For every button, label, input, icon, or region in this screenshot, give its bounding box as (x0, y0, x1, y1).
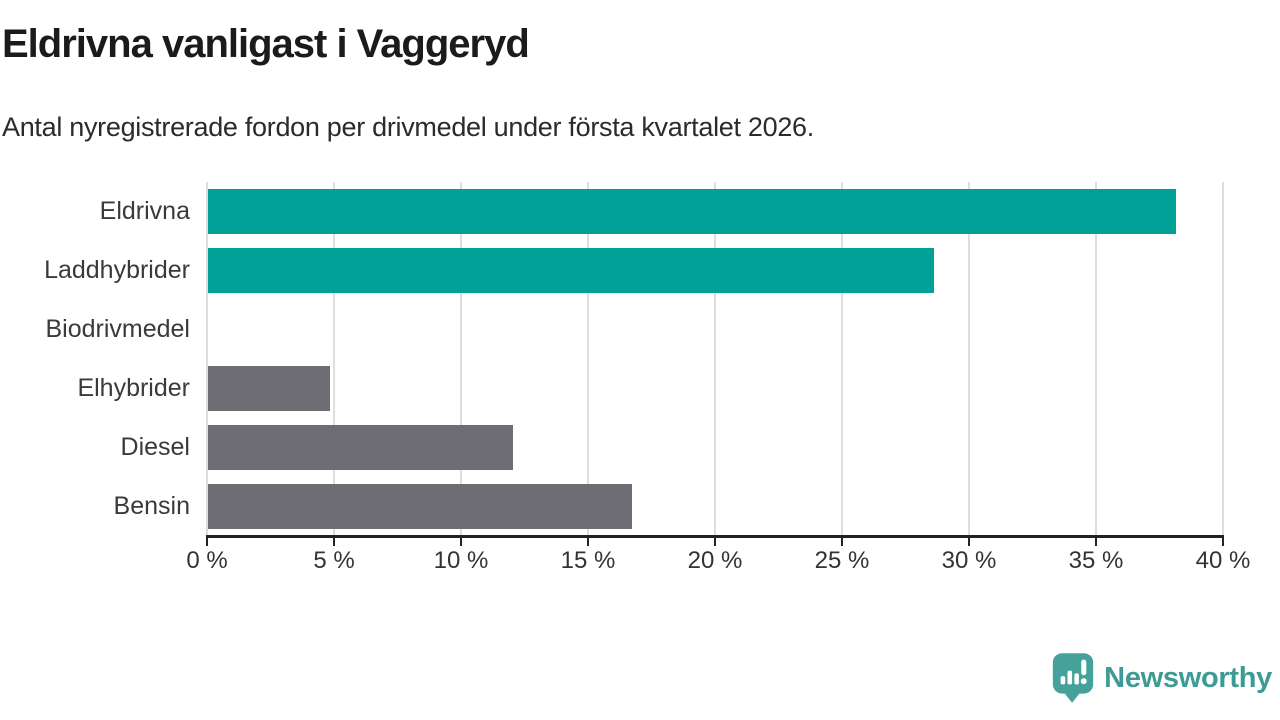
gridline-20 (714, 182, 716, 536)
x-axis-line (206, 535, 1224, 538)
x-axis-tick-label: 25 % (814, 547, 870, 574)
brand-name: Newsworthy (1104, 661, 1272, 694)
x-axis-tick-25 (841, 538, 843, 546)
bar-laddhybrider (208, 248, 935, 293)
bar-bensin (208, 484, 633, 529)
y-axis-label-elhybrider: Elhybrider (77, 374, 190, 402)
gridline-0 (206, 182, 208, 536)
x-axis-tick-10 (460, 538, 462, 546)
x-axis-tick-35 (1095, 538, 1097, 546)
x-axis-tick-label: 35 % (1068, 547, 1124, 574)
brand-footer: Newsworthy (1051, 648, 1272, 708)
chart-subtitle: Antal nyregistrerade fordon per drivmede… (2, 112, 814, 142)
x-axis-tick-label: 0 % (186, 547, 228, 574)
x-axis-tick-20 (714, 538, 716, 546)
gridline-30 (968, 182, 970, 536)
x-axis-tick-5 (333, 538, 335, 546)
y-axis-label-biodrivmedel: Biodrivmedel (45, 315, 190, 343)
gridline-25 (841, 182, 843, 536)
x-axis-tick-label: 5 % (313, 547, 355, 574)
x-axis-tick-label: 10 % (433, 547, 489, 574)
newsworthy-logo-icon (1053, 653, 1094, 703)
bar-elhybrider (208, 366, 330, 411)
gridline-15 (587, 182, 589, 536)
x-axis-tick-label: 20 % (687, 547, 743, 574)
gridline-10 (460, 182, 462, 536)
x-axis-tick-30 (968, 538, 970, 546)
x-axis-tick-15 (587, 538, 589, 546)
plot-area (206, 182, 1224, 536)
y-axis-label-diesel: Diesel (120, 433, 190, 461)
x-axis-tick-label: 15 % (560, 547, 616, 574)
gridline-35 (1095, 182, 1097, 536)
x-axis-tick-40 (1222, 538, 1224, 546)
x-axis-tick-label: 30 % (941, 547, 997, 574)
x-axis-tick-label: 40 % (1195, 547, 1251, 574)
chart-title: Eldrivna vanligast i Vaggeryd (2, 22, 530, 66)
x-axis-tick-0 (206, 538, 208, 546)
y-axis-label-bensin: Bensin (113, 492, 190, 520)
gridline-5 (333, 182, 335, 536)
gridline-40 (1222, 182, 1224, 536)
bar-diesel (208, 425, 513, 470)
y-axis-label-eldrivna: Eldrivna (99, 197, 190, 225)
bar-eldrivna (208, 189, 1176, 234)
y-axis-label-laddhybrider: Laddhybrider (44, 256, 190, 284)
